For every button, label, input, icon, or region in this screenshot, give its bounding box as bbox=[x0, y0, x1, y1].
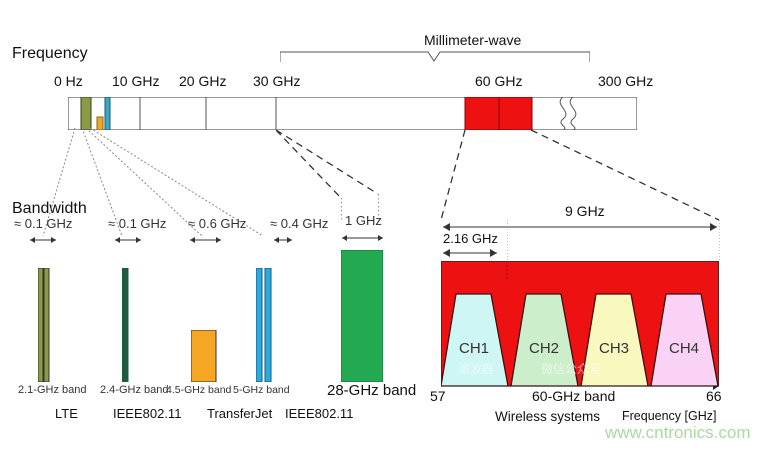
svg-text:微信公众号: 微信公众号 bbox=[541, 362, 601, 376]
svg-text:CH2: CH2 bbox=[529, 340, 559, 357]
svg-text:CH1: CH1 bbox=[459, 340, 489, 357]
svg-text:CH3: CH3 bbox=[599, 340, 629, 357]
svg-text:CH4: CH4 bbox=[669, 340, 699, 357]
svg-text:滤波器: 滤波器 bbox=[458, 362, 494, 376]
